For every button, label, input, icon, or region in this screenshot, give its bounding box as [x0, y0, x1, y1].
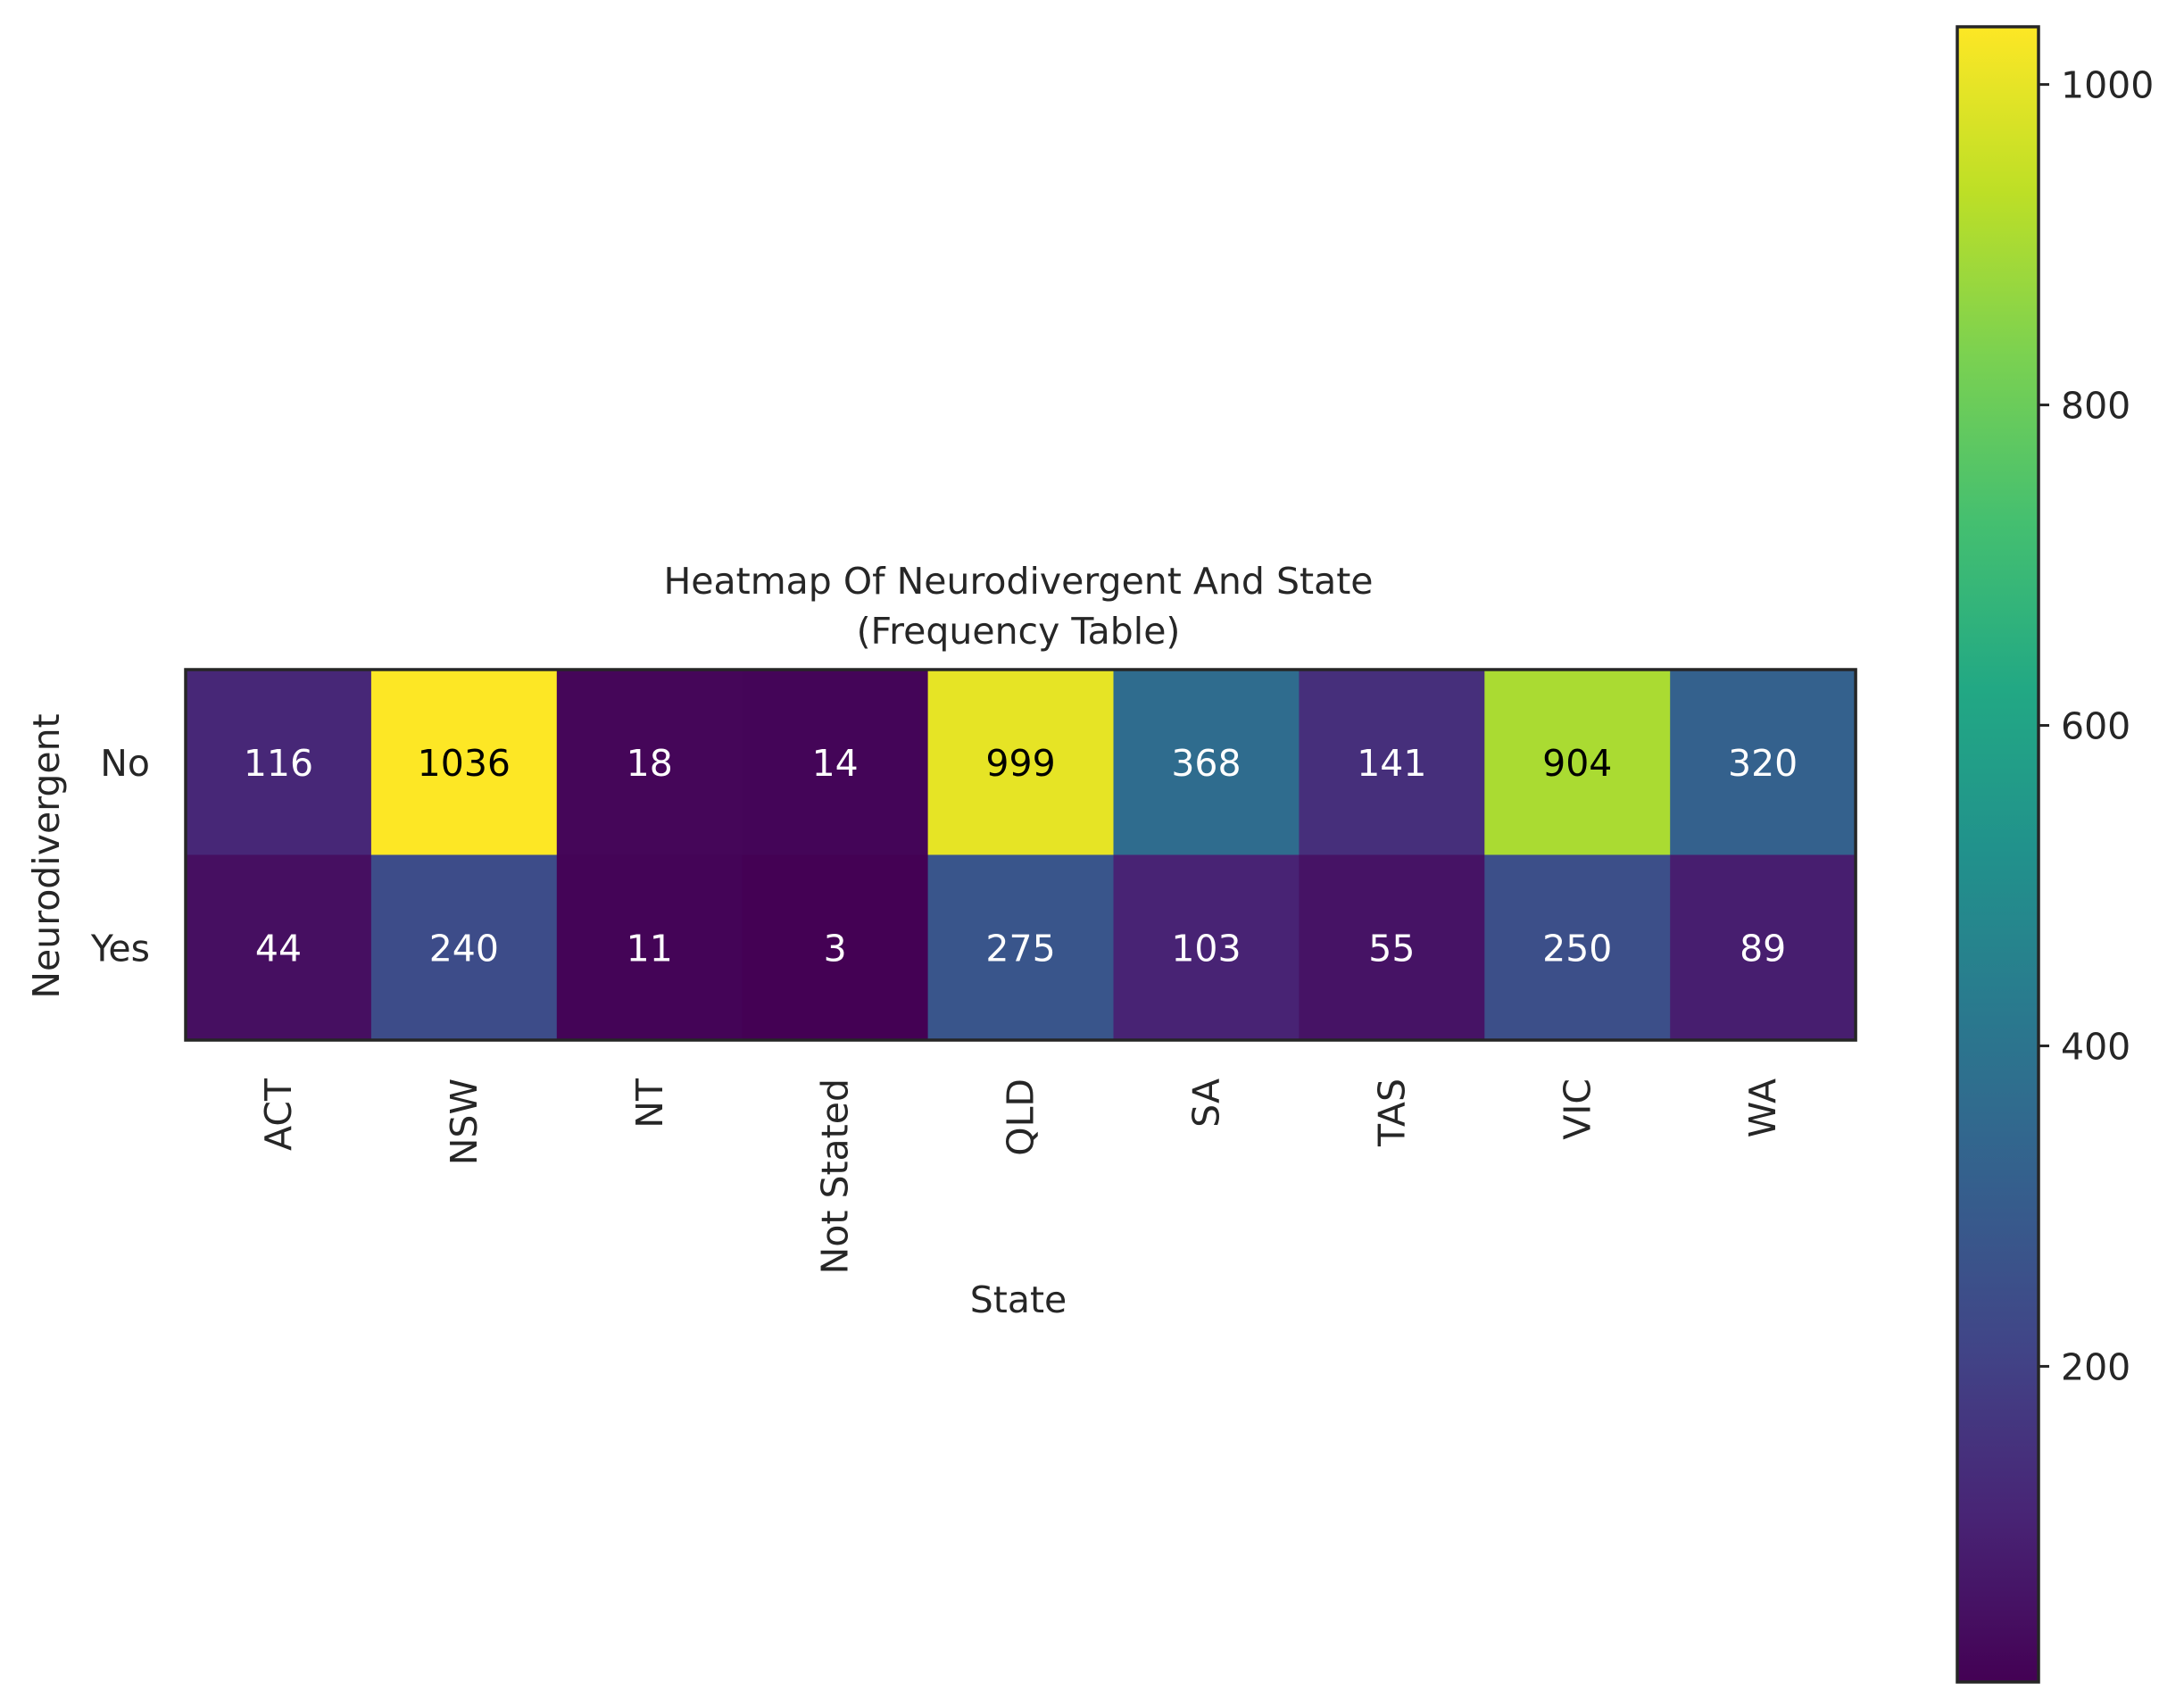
- cell-value-labels: 116 1036 18 14 999 368 141 904 320 44 240 11 3 275 103…: [244, 742, 1798, 970]
- cell-value-label: 999: [985, 742, 1055, 785]
- cell-value-label: 103: [1171, 927, 1241, 970]
- x-tick-label: SA: [1184, 1078, 1227, 1128]
- cell-value-label: 1036: [418, 742, 511, 785]
- heatmap-cell: [1670, 670, 1856, 856]
- heatmap-cell: [1484, 670, 1671, 856]
- colorbar-tick-label: 400: [2061, 1025, 2130, 1068]
- x-tick-label: VIC: [1556, 1078, 1599, 1140]
- heatmap-cell: [1113, 854, 1300, 1041]
- heatmap-cell: [1299, 854, 1485, 1041]
- cell-value-label: 240: [429, 927, 499, 970]
- y-axis-label: Neurodivergent: [25, 713, 68, 998]
- heatmap-cell: [370, 670, 558, 856]
- y-tick-label: No: [100, 742, 150, 785]
- colorbar-tick-label: 800: [2061, 385, 2130, 428]
- x-tick-label: WA: [1741, 1078, 1784, 1137]
- colorbar-ticks: 200 400 600 800 1000: [2039, 64, 2154, 1388]
- heatmap-cell: [1113, 670, 1300, 856]
- heatmap-cell: [186, 670, 372, 856]
- y-tick-label: Yes: [90, 927, 150, 970]
- colorbar-tick-label: 600: [2061, 705, 2130, 748]
- x-tick-label: ACT: [257, 1078, 300, 1151]
- colorbar: [1956, 25, 2040, 1684]
- heatmap-cells: [186, 670, 1856, 1041]
- cell-value-label: 116: [244, 742, 313, 785]
- heatmap-cell: [927, 854, 1115, 1041]
- heatmap-cell: [186, 854, 372, 1041]
- heatmap-cell: [1484, 854, 1671, 1041]
- heatmap-cell: [927, 670, 1115, 856]
- cell-value-label: 320: [1728, 742, 1798, 785]
- cell-value-label: 368: [1171, 742, 1241, 785]
- cell-value-label: 275: [985, 927, 1055, 970]
- cell-value-label: 89: [1740, 927, 1786, 970]
- cell-value-label: 141: [1357, 742, 1426, 785]
- heatmap-cell: [1299, 670, 1485, 856]
- x-tick-label: NSW: [443, 1078, 486, 1165]
- heatmap-cell: [556, 854, 743, 1041]
- cell-value-label: 14: [812, 742, 859, 785]
- x-tick-labels: ACT NSW NT Not Stated QLD SA TAS VIC WA: [257, 1078, 1784, 1274]
- x-tick-label: Not Stated: [814, 1078, 857, 1274]
- heatmap-cell: [370, 854, 558, 1041]
- x-tick-label: QLD: [1000, 1078, 1042, 1156]
- x-tick-label: NT: [628, 1078, 671, 1128]
- cell-value-label: 44: [255, 927, 302, 970]
- heatmap-cell: [742, 670, 929, 856]
- chart-subtitle: (Frequency Table): [857, 610, 1181, 653]
- x-tick-label: TAS: [1370, 1078, 1413, 1147]
- heatmap-cell: [1670, 854, 1856, 1041]
- cell-value-label: 18: [627, 742, 673, 785]
- cell-value-label: 250: [1542, 927, 1612, 970]
- cell-value-label: 11: [627, 927, 673, 970]
- heatmap-cell: [556, 670, 743, 856]
- cell-value-label: 904: [1542, 742, 1612, 785]
- colorbar-tick-label: 200: [2061, 1345, 2130, 1388]
- x-axis-label: State: [970, 1278, 1067, 1321]
- chart-title: Heatmap Of Neurodivergent And State: [663, 560, 1373, 603]
- heatmap-cell: [742, 854, 929, 1041]
- cell-value-label: 3: [824, 927, 847, 970]
- cell-value-label: 55: [1368, 927, 1415, 970]
- colorbar-tick-label: 1000: [2061, 64, 2154, 107]
- heatmap-frame: [184, 668, 1857, 1042]
- y-tick-labels: No Yes: [90, 742, 150, 970]
